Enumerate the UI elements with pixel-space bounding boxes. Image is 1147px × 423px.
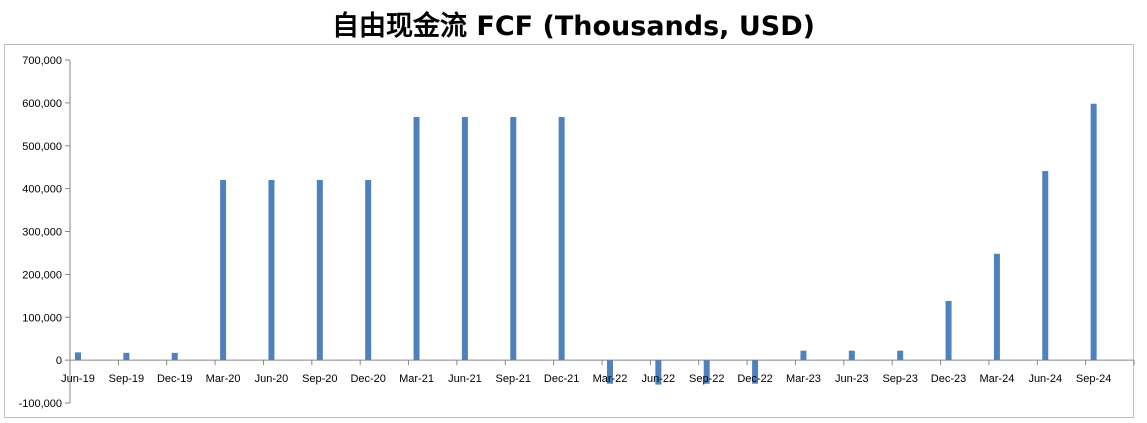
bar (558, 117, 565, 361)
bar (897, 350, 904, 361)
chart-title: 自由现金流 FCF (Thousands, USD) (332, 11, 815, 42)
x-tick-label: Dec-23 (931, 373, 966, 385)
x-tick-label: Jun-20 (255, 373, 289, 385)
y-tick-label: 500,000 (22, 141, 62, 153)
x-tick-label: Dec-20 (350, 373, 385, 385)
x-tick-label: Sep-23 (882, 373, 917, 385)
bar (800, 350, 807, 361)
chart-frame (4, 44, 1134, 418)
bar (413, 117, 420, 361)
x-tick-label: Mar-23 (786, 373, 821, 385)
x-tick-label: Dec-21 (544, 373, 579, 385)
bar (1042, 171, 1049, 361)
bar (268, 180, 275, 361)
x-tick-label: Sep-20 (302, 373, 337, 385)
x-tick-label: Mar-24 (979, 373, 1014, 385)
bar (655, 360, 662, 385)
x-tick-label: Jun-22 (642, 373, 676, 385)
bar (703, 360, 710, 384)
x-tick-label: Jun-23 (835, 373, 869, 385)
x-tick-label: Sep-24 (1076, 373, 1111, 385)
bar (461, 117, 468, 361)
x-tick-label: Mar-21 (399, 373, 434, 385)
x-tick-label: Mar-20 (206, 373, 241, 385)
y-tick-label: 0 (56, 355, 62, 367)
bar (510, 117, 517, 361)
x-tick-label: Jun-21 (448, 373, 482, 385)
x-tick-label: Sep-19 (109, 373, 144, 385)
bar (123, 352, 130, 361)
bar (945, 300, 952, 361)
x-tick-label: Dec-22 (737, 373, 772, 385)
bar (316, 180, 323, 361)
bar (171, 352, 178, 361)
bar (365, 180, 372, 361)
bar (848, 350, 855, 361)
bar (220, 180, 227, 361)
x-tick-label: Jun-24 (1028, 373, 1062, 385)
x-tick-label: Sep-22 (689, 373, 724, 385)
bar (75, 352, 81, 361)
y-tick-label: 600,000 (22, 98, 62, 110)
y-tick-label: 300,000 (22, 227, 62, 239)
bar (607, 360, 613, 384)
bar (752, 360, 759, 384)
x-tick-label: Sep-21 (496, 373, 531, 385)
y-tick-label: -100,000 (19, 398, 62, 410)
y-tick-label: 200,000 (22, 269, 62, 281)
x-tick-label: Mar-22 (593, 373, 628, 385)
y-tick-label: 700,000 (22, 55, 62, 67)
x-tick-label: Dec-19 (157, 373, 192, 385)
bar (1090, 103, 1097, 361)
y-tick-label: 100,000 (22, 312, 62, 324)
y-tick-label: 400,000 (22, 184, 62, 196)
x-tick-label: Jun-19 (61, 373, 95, 385)
bar (993, 253, 1000, 361)
